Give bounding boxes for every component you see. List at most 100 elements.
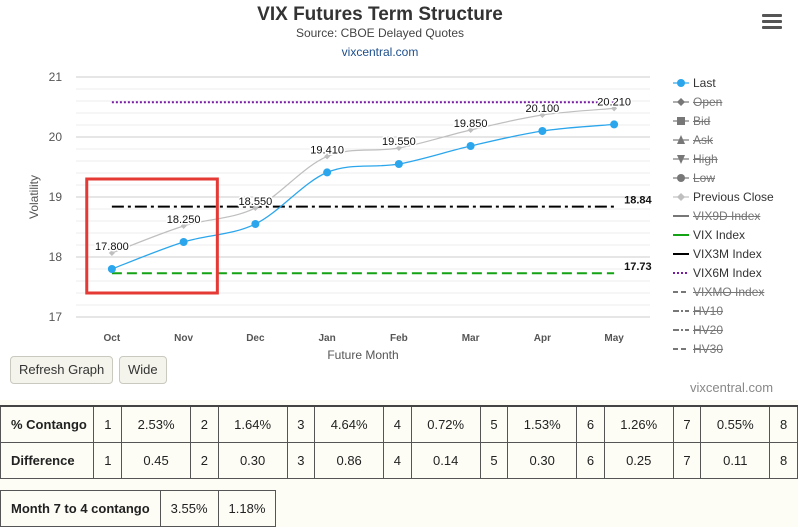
legend-symbol-part [677,98,685,106]
last-point [610,120,619,129]
month-index-cell: 8 [769,442,798,479]
last-point [394,160,403,168]
legend-label: VIX6M Index [693,266,762,280]
x-tick-label: Jan [319,333,336,344]
month-index-cell: 2 [189,405,219,443]
legend-label: VIX Index [693,228,746,242]
vix3m-index-value-label: 18.84 [624,195,652,207]
month-index-cell: 1 [93,442,123,479]
last-point [538,127,547,135]
data-label: 19.550 [382,136,416,148]
month-index-cell: 7 [672,405,702,443]
wide-button[interactable]: Wide [119,356,167,384]
y-tick-label: 17 [49,310,63,324]
source-link[interactable]: vixcentral.com [341,45,419,59]
menu-icon [762,14,782,17]
legend-symbol-part [677,193,685,201]
previous-close-point [108,250,115,256]
previous-close-point [180,223,187,229]
value-cell: 1.64% [217,405,288,443]
value-cell: 2.53% [121,405,191,443]
value-cell: 0.25 [603,442,674,479]
month-7-to-4-table: Month 7 to 4 contango 3.55% 1.18% [0,490,277,527]
x-tick-label: Oct [104,333,121,344]
legend-symbol-part [677,174,685,182]
menu-icon [762,20,782,23]
legend-symbol-icon [673,348,689,350]
month-index-cell: 6 [576,405,605,443]
legend-label: Previous Close [693,190,774,204]
legend-label: HV30 [693,342,724,356]
month-index-cell: 3 [286,405,316,443]
row-header: % Contango [0,405,95,443]
legend-symbol-part [677,79,685,87]
legend-symbol-icon [673,215,689,217]
legend-symbol-icon [673,174,689,182]
value-cell: 0.55% [700,405,771,443]
previous-close-point [539,112,546,118]
chart-menu-button[interactable] [762,14,782,32]
x-tick-label: Dec [246,333,265,344]
month-index-cell: 2 [189,442,219,479]
month-7-4-label: Month 7 to 4 contango [0,490,161,527]
refresh-graph-button[interactable]: Refresh Graph [10,356,114,384]
legend-symbol-part [677,135,685,144]
x-tick-label: May [604,333,624,344]
data-label: 19.410 [310,144,344,156]
chart-area: 17 18 19 20 21 Oct Nov Dec Jan Feb Mar Apr May Future… [10,4,782,395]
legend-symbol-part [677,155,685,164]
data-label: 17.800 [95,241,129,253]
legend-label: VIX3M Index [693,247,762,261]
contango-table: % Contango 1 2.53% 2 1.64% 3 4.64% 4 0.72% 5 1.53%… [0,405,798,479]
x-tick-label: Feb [390,333,408,344]
month-index-cell: 6 [576,442,605,479]
menu-icon [762,26,782,29]
legend-symbol-icon [673,193,689,201]
value-cell: 1.26% [603,405,674,443]
data-label: 18.250 [167,214,201,226]
legend-symbol-icon [673,310,689,312]
chart-title: VIX Futures Term Structure [257,4,503,25]
legend-symbol-icon [673,135,689,144]
y-tick-label: 20 [49,130,63,144]
legend-label: Last [693,76,716,90]
previous-close-series-line [111,107,615,254]
legend-symbol-icon [673,79,689,87]
credit-text: vixcentral.com [690,380,774,395]
month-7-4-value: 1.18% [217,490,277,527]
value-cell: 0.11 [700,442,771,479]
y-tick-label: 18 [49,250,63,264]
legend-label: Open [693,95,723,109]
legend-symbol-part [677,117,685,125]
last-point [466,142,475,150]
data-label: 20.210 [597,96,631,108]
month-index-cell: 4 [383,442,412,479]
last-point [107,265,116,273]
data-label: 20.100 [526,103,560,115]
last-point [323,168,332,177]
value-cell: 0.45 [121,442,191,479]
legend-label: VIX9D Index [693,209,761,223]
value-cell: 1.53% [507,405,578,443]
month-index-cell: 3 [286,442,316,479]
last-point [251,220,260,228]
legend-symbol-icon [673,117,689,125]
data-label: 19.850 [454,118,488,130]
highlight-box [85,177,219,295]
term-structure-chart: 17 18 19 20 21 Oct Nov Dec Jan Feb Mar Apr May Future… [27,70,653,362]
table-row: % Contango 1 2.53% 2 1.64% 3 4.64% 4 0.72% 5 1.53%… [0,405,798,443]
table-row: Month 7 to 4 contango 3.55% 1.18% [0,490,277,527]
data-label: 18.550 [239,196,273,208]
legend-label: Ask [693,133,714,147]
legend-label: VIXMO Index [693,285,765,299]
legend-symbol-icon [673,329,689,331]
x-tick-label: Nov [174,333,193,344]
previous-close-point [611,105,618,112]
value-cell: 0.30 [217,442,288,479]
vix-index-value-label: 17.73 [624,261,652,273]
legend-symbol-icon [673,98,689,106]
legend-symbol-icon [673,155,689,164]
previous-close-point [252,205,259,211]
y-tick-label: 21 [49,70,63,84]
value-cell: 0.30 [507,442,578,479]
